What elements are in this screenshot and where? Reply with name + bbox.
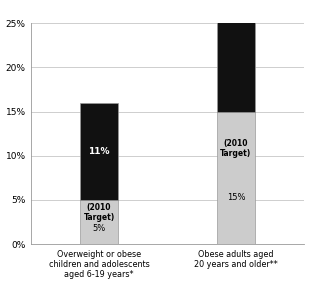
- Text: (2010
Target): (2010 Target): [83, 203, 115, 222]
- Text: (2010
Target): (2010 Target): [220, 139, 252, 158]
- Bar: [217, 111, 255, 244]
- Text: 11%: 11%: [88, 147, 110, 156]
- Text: 23%: 23%: [225, 5, 247, 15]
- Text: 5%: 5%: [92, 224, 106, 233]
- Text: 15%: 15%: [227, 193, 245, 202]
- Bar: [80, 200, 118, 244]
- Bar: [217, 0, 255, 111]
- Bar: [80, 103, 118, 200]
